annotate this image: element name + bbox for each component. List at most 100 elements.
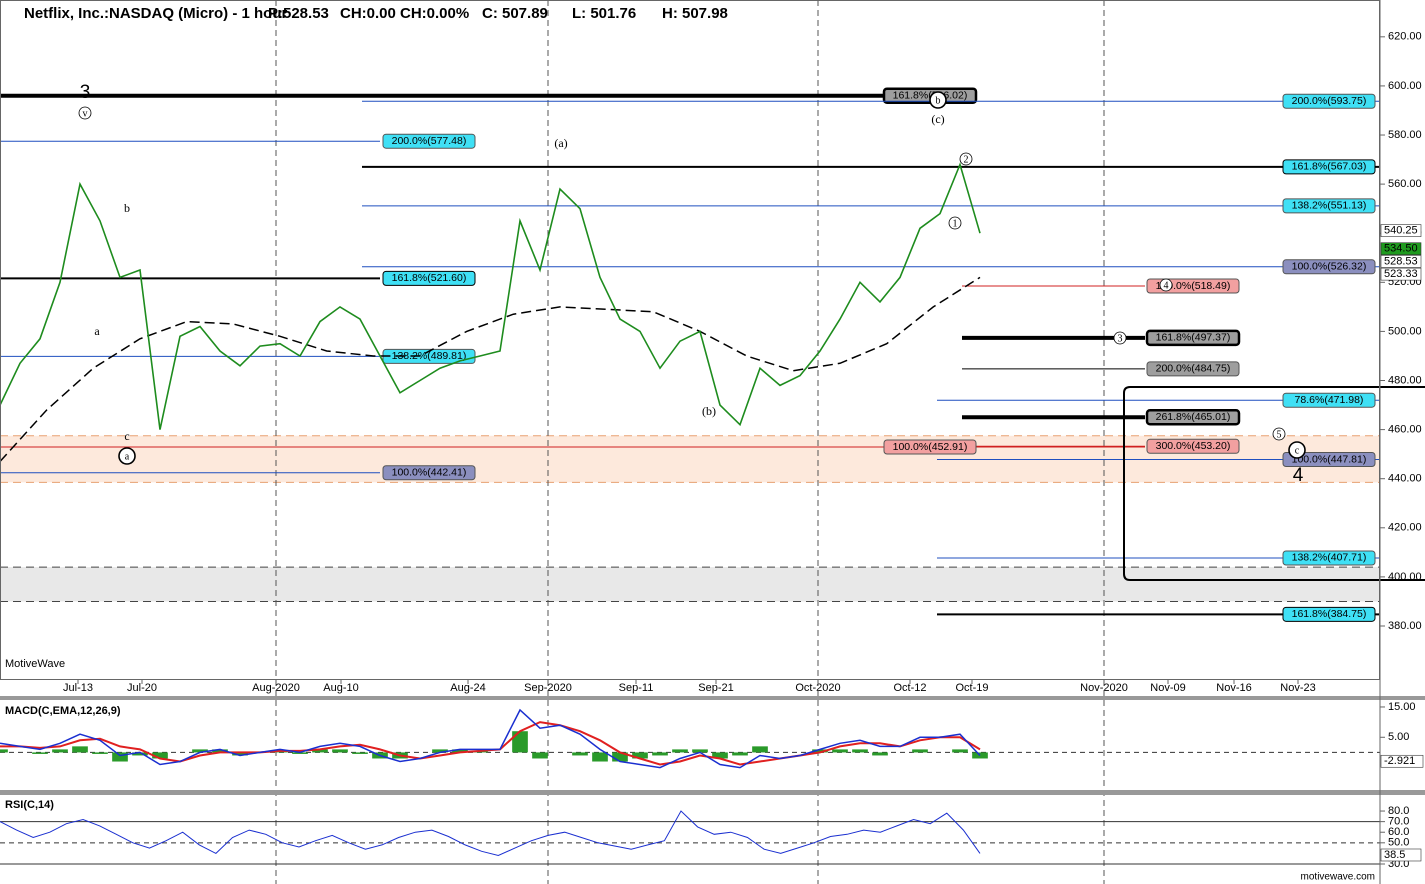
stat: P:528.53 [268,5,329,22]
price-tag [1380,267,1422,281]
wave-label: 5 [1277,429,1282,440]
histogram-bar [672,749,688,753]
wave-circle [1159,278,1173,292]
histogram-bar [912,749,928,753]
wave-label: 2 [964,154,969,165]
zone [0,567,1380,602]
wave-label: (c) [931,112,944,126]
x-tick-label: Nov-2020 [1080,682,1128,694]
level-label: 100.0%(452.91) [893,441,968,453]
level-box [1282,159,1376,175]
histogram-bar [692,749,708,753]
wave-label: 4 [1293,465,1304,486]
histogram-bar [112,752,128,762]
level-box [1282,550,1376,566]
level-label: 161.8%(384.75) [1292,608,1367,620]
wave-label: c [1295,445,1300,456]
histogram-bar [52,749,68,753]
level-label: 161.8%(521.60) [392,272,467,284]
stat: CH:0.00 [340,5,396,22]
x-tick-label: Aug-2020 [252,682,300,694]
price-tag [1380,224,1422,237]
wave-circle [1113,331,1127,345]
x-tick-label: Oct-12 [893,682,926,694]
x-tick-label: Aug-10 [323,682,358,694]
level-label: 161.8%(497.37) [1156,332,1231,344]
wave-label: 4 [1164,280,1169,291]
histogram-bar [952,749,968,753]
histogram-bar [232,752,248,756]
wave-circle [118,447,136,465]
y-tick-label: 480.00 [1388,374,1422,386]
level-box [382,270,476,286]
wave-label: (b) [702,404,716,418]
histogram-bar [652,752,668,756]
histogram-bar [612,752,628,762]
macd-line [0,708,981,769]
wave-circle [78,106,92,120]
y-tick-label: 80.0 [1388,805,1409,817]
y-tick-label: 70.0 [1388,816,1409,828]
level-box [1282,606,1376,622]
wave-circle [1272,427,1286,441]
level-box [1282,392,1376,408]
level-label: 100.0%(518.49) [1156,280,1231,292]
level-label: 300.0%(453.20) [1156,440,1231,452]
x-tick-label: Jul-13 [63,682,93,694]
histogram-bar [592,752,608,762]
y-tick-label: 15.00 [1388,701,1416,713]
wave-label: 3 [1118,333,1123,344]
level-box [1282,198,1376,214]
histogram-bar [212,749,228,753]
y-tick-label: 580.00 [1388,129,1422,141]
wave-circle [948,216,962,230]
watermark: MotiveWave [5,658,65,670]
rsi-line [0,810,981,857]
histogram-bar [312,749,328,753]
level-label: 100.0%(442.41) [392,467,467,479]
stat: H: 507.98 [662,5,728,22]
footer: motivewave.com [1301,872,1375,883]
last-tag [1380,754,1424,768]
level-label: 161.8%(596.02) [893,89,968,101]
x-tick-label: Sep-11 [619,682,654,694]
moving-average [0,276,981,463]
level-label: 200.0%(577.48) [392,135,467,147]
histogram-bar [832,749,848,753]
level-box [1146,438,1240,454]
wave-label: b [124,201,130,215]
histogram-bar [0,749,8,753]
level-box [382,465,476,481]
histogram-bar [512,731,528,753]
histogram-bar [72,746,88,753]
price-tag-label: 523.33 [1384,268,1418,280]
y-tick-label: 5.00 [1388,731,1409,743]
histogram-bar [812,749,828,753]
wave-label: (a) [554,136,567,150]
level-label: 78.6%(471.98) [1295,394,1364,406]
y-tick-label: 620.00 [1388,31,1422,43]
level-box [1146,361,1240,377]
wave-label: 1 [953,218,958,229]
x-tick-label: Sep-2020 [524,682,572,694]
level-label: 138.2%(551.13) [1292,200,1367,212]
level-label: 161.8%(567.03) [1292,161,1367,173]
y-tick-label: 440.00 [1388,473,1422,485]
price-tag-label: 534.50 [1384,243,1418,255]
last-tag-label: 38.5 [1384,849,1405,861]
x-tick-label: Nov-23 [1280,682,1315,694]
rsi-label: RSI(C,14) [5,799,54,811]
histogram-bar [292,752,308,754]
x-tick-label: Nov-09 [1150,682,1185,694]
price-tag-label: 540.25 [1384,225,1418,237]
level-label: 138.2%(407.71) [1292,552,1367,564]
x-tick-label: Nov-16 [1216,682,1251,694]
x-tick-label: Oct-2020 [795,682,840,694]
x-tick-label: Jul-20 [127,682,157,694]
level-label: 261.8%(465.01) [1156,411,1231,423]
wave-label: c [124,429,129,443]
x-tick-label: Aug-24 [450,682,485,694]
y-tick-label: 50.0 [1388,837,1409,849]
y-tick-label: 600.00 [1388,80,1422,92]
bracket [1123,386,1425,581]
